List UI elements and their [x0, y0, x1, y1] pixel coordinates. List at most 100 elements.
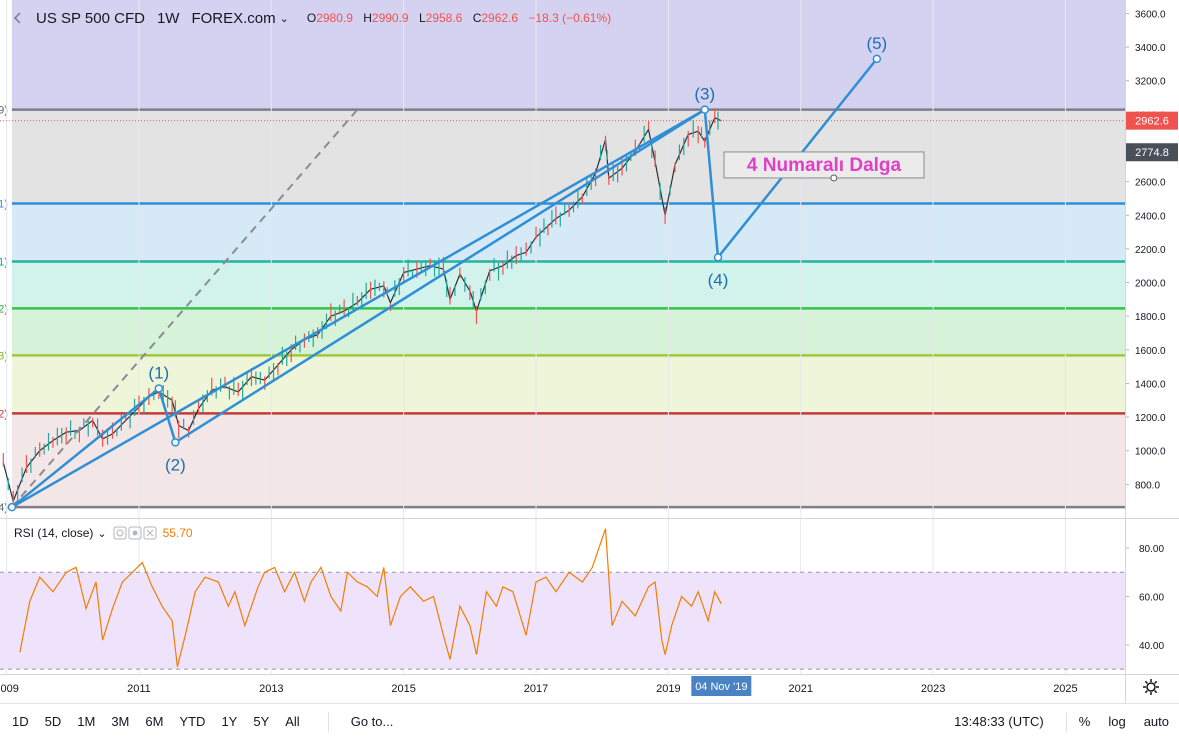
price-tick-label: 1400.0: [1135, 379, 1166, 390]
price-tick-label: 1800.0: [1135, 312, 1166, 323]
fib-level-label: 0.00%(664.4): [0, 502, 8, 514]
fibonacci-retracement[interactable]: 100.00%(3027.9) 76.40%(2470.1) 61.80%(2125…: [0, 0, 1126, 514]
timeframe-1y[interactable]: 1Y: [221, 714, 238, 729]
close-value: 2962.6: [481, 11, 519, 25]
crosshair-date-badge: [691, 676, 752, 696]
price-tick-label: 3600.0: [1135, 9, 1166, 20]
wave-point[interactable]: [700, 105, 710, 114]
percent-toggle[interactable]: %: [1078, 714, 1091, 729]
time-tick-label: 2023: [921, 683, 945, 695]
time-tick-label: 2019: [656, 683, 680, 695]
fib-zone: [11, 261, 1126, 309]
log-toggle[interactable]: log: [1108, 714, 1126, 729]
auto-toggle[interactable]: auto: [1143, 714, 1169, 729]
price-tick-label: 2200.0: [1135, 245, 1166, 256]
goto-button[interactable]: Go to...: [350, 714, 394, 729]
timeframe-list: 1D 5D 1M 3M 6M YTD 1Y 5Y All: [12, 714, 316, 729]
time-tick-label: 2021: [788, 683, 812, 695]
fib-level-label: 50.00%(1846.2): [0, 303, 8, 315]
price-tick-label: 1000.0: [1135, 447, 1166, 458]
fib-level-label: 38.20%(1567.3): [0, 350, 8, 362]
timeframe-1m[interactable]: 1M: [77, 714, 96, 729]
price-axis[interactable]: 800.0 1000.0 1200.0 1400.0 1600.0 1800.0 2000.…: [1125, 9, 1178, 491]
wave-label: (2): [165, 455, 186, 474]
collapse-icon[interactable]: [11, 11, 25, 25]
elliott-wave-path[interactable]: [11, 58, 878, 509]
price-tick-label: 2400.0: [1135, 211, 1166, 222]
timeframe-all[interactable]: All: [285, 714, 300, 729]
price-tick-label: 1200.0: [1135, 413, 1166, 424]
annotation-anchor[interactable]: [830, 174, 838, 182]
time-tick-label: 2025: [1053, 683, 1077, 695]
rsi-pane[interactable]: 40.00 60.00 80.00: [0, 528, 1164, 670]
price-tick-label: 800.0: [1135, 480, 1160, 491]
bottom-toolbar: 1D 5D 1M 3M 6M YTD 1Y 5Y All Go to... 13:48:33 (…: [0, 703, 1179, 739]
annotation-box[interactable]: [723, 151, 925, 179]
timeframe-5d[interactable]: 5D: [44, 714, 62, 729]
price-tick-label: 3200.0: [1135, 77, 1166, 88]
chevron-down-icon[interactable]: ⌄: [97, 527, 107, 540]
time-tick-label: 2013: [259, 683, 283, 695]
price-series: [0, 108, 1125, 504]
last-price-badge: [1126, 111, 1178, 130]
timeframe-3m[interactable]: 3M: [111, 714, 130, 729]
rsi-band: [0, 572, 1125, 670]
fib-zone: [11, 203, 1126, 262]
gear-icon[interactable]: [1141, 677, 1161, 697]
timeframe-5y[interactable]: 5Y: [253, 714, 270, 729]
wave-point[interactable]: [713, 253, 723, 262]
wave-point[interactable]: [154, 384, 164, 393]
trend-guide-line[interactable]: [11, 109, 359, 508]
price-tick-label: 1600.0: [1135, 346, 1166, 357]
wave-point[interactable]: [872, 54, 882, 64]
low-label: L: [418, 11, 426, 25]
close-label: C: [472, 11, 482, 25]
rsi-label[interactable]: RSI (14, close): [14, 526, 94, 540]
timeframe-6m[interactable]: 6M: [145, 714, 164, 729]
wave-label: (1): [148, 364, 169, 383]
time-tick-label: 2015: [391, 683, 415, 695]
time-axis[interactable]: 2009 2011 2013 2015 2017 2019 2021 2023 2025 04 N…: [0, 676, 1078, 696]
wave-point[interactable]: [171, 438, 180, 447]
elliott-wave-drawing[interactable]: (1) (2) (3) (4) (5) 4 Numaralı Dalga: [7, 34, 925, 512]
rsi-tick-label: 80.00: [1139, 544, 1164, 555]
secondary-price-badge: [1126, 143, 1178, 162]
annotation-text: 4 Numaralı Dalga: [747, 155, 902, 176]
fib-zone: [11, 355, 1126, 414]
symbol-name[interactable]: US SP 500 CFD: [36, 9, 145, 27]
time-tick-label: 2009: [0, 683, 19, 695]
clock[interactable]: 13:48:33 (UTC): [954, 714, 1044, 729]
ohlc-values: O2980.9 H2990.9 L2958.6 C2962.6 −18.3 (−…: [307, 11, 618, 25]
fib-zone: [11, 109, 1126, 204]
rsi-tick-label: 60.00: [1139, 593, 1164, 604]
open-label: O: [306, 11, 317, 25]
chevron-down-icon[interactable]: ⌄: [279, 12, 289, 25]
price-tick-label: 3400.0: [1135, 43, 1166, 54]
timeframe-ytd[interactable]: YTD: [179, 714, 206, 729]
time-tick-label: 2011: [127, 683, 151, 695]
fib-level-label: 76.40%(2470.1): [0, 198, 8, 210]
indicator-controls-icon[interactable]: [113, 526, 157, 540]
high-label: H: [363, 11, 372, 25]
secondary-price-badge-label: 2774.8: [1135, 147, 1169, 159]
wave-channel-line[interactable]: [11, 108, 706, 509]
fib-zone: [11, 308, 1126, 356]
data-source[interactable]: FOREX.com: [191, 9, 276, 27]
interval-label[interactable]: 1W: [156, 9, 180, 27]
grid: [6, 0, 1066, 674]
symbol-header: US SP 500 CFD 1W FOREX.com ⌄ O2980.9 H29…: [0, 0, 1125, 36]
timeframe-1d[interactable]: 1D: [12, 714, 29, 729]
wave-label: (4): [708, 270, 729, 289]
fib-level-label: 100.00%(3027.9): [0, 105, 8, 117]
toolbar-right: 13:48:33 (UTC) % log auto: [954, 711, 1169, 732]
change-value: −18.3 (−0.61%): [528, 11, 612, 25]
time-tick-label: 2017: [524, 683, 548, 695]
rsi-line: [19, 528, 722, 667]
wave-point[interactable]: [7, 502, 17, 512]
fib-zone-top: [11, 0, 1126, 110]
open-value: 2980.9: [316, 11, 353, 25]
rsi-legend: RSI (14, close) ⌄ 55.70: [14, 526, 193, 540]
low-value: 2958.6: [425, 11, 463, 25]
wave-label: (5): [866, 34, 887, 53]
